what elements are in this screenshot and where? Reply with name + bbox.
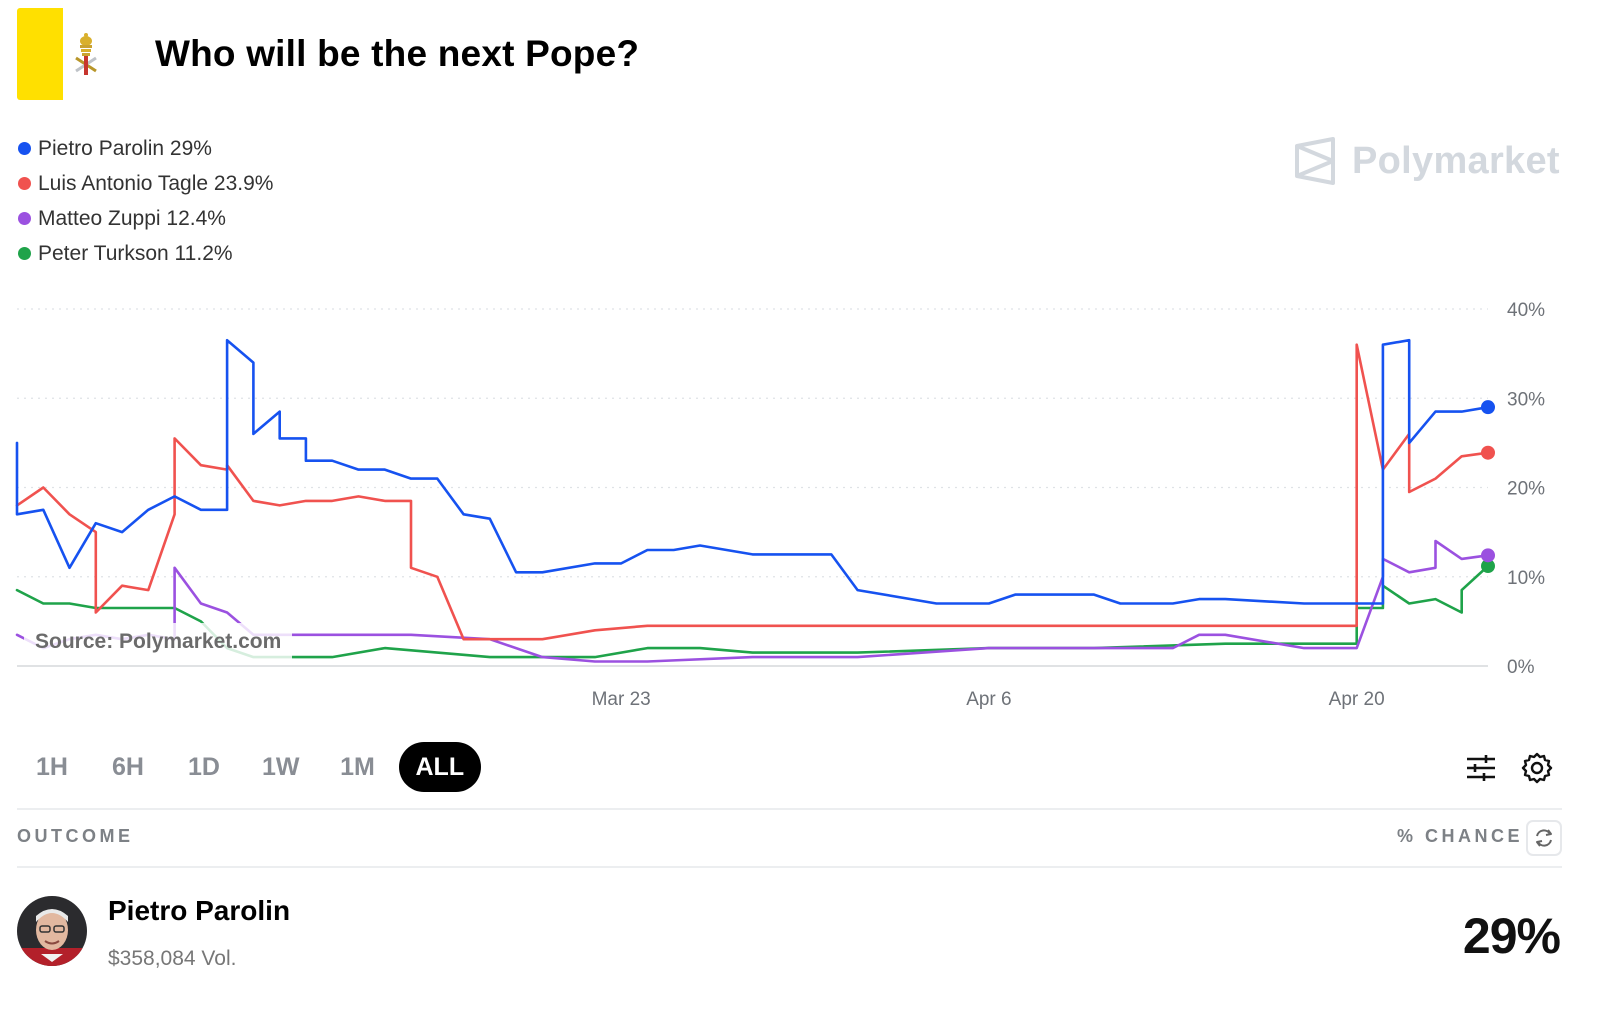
divider [17,808,1562,810]
legend-dot [18,177,31,190]
legend-label: Peter Turkson 11.2% [38,241,233,265]
range-1m-button[interactable]: 1M [340,752,375,781]
legend-item: Peter Turkson 11.2% [18,236,273,271]
legend-dot [18,212,31,225]
legend-label: Luis Antonio Tagle 23.9% [38,171,274,195]
y-tick-label: 40% [1507,300,1545,321]
y-tick-label: 30% [1507,389,1545,410]
legend-item: Pietro Parolin 29% [18,131,273,166]
series-endpoint-peter-turkson [1481,559,1495,574]
legend-label: Matteo Zuppi 12.4% [38,206,226,230]
price-history-chart[interactable]: 40% 30% 20% 10% 0% Mar 23 Apr 6 Apr 20 [0,0,1600,730]
y-tick-label: 20% [1507,479,1545,500]
legend-dot [18,247,31,260]
vatican-flag-icon [17,8,109,100]
series-endpoint-matteo-zuppi [1481,548,1495,563]
page-title: Who will be the next Pope? [155,33,640,74]
range-all-button[interactable]: ALL [398,742,482,792]
series-line-luis-antonio-tagle [15,343,1490,641]
x-tick-label: Mar 23 [592,689,651,710]
range-1h-button[interactable]: 1H [36,752,68,781]
legend-dot [18,142,31,155]
chart-tools [1463,750,1575,786]
outcome-chance: 29% [1462,908,1561,964]
series-line-pietro-parolin [15,338,1490,605]
range-1w-button[interactable]: 1W [262,752,300,781]
legend-item: Luis Antonio Tagle 23.9% [18,166,273,201]
range-6h-button[interactable]: 6H [112,752,144,781]
divider [17,866,1562,868]
brand-name: Polymarket [1352,139,1560,182]
legend-label: Pietro Parolin 29% [38,136,212,160]
polymarket-watermark: Polymarket [1292,136,1560,186]
refresh-icon[interactable] [1526,820,1562,856]
avatar [17,896,87,966]
y-tick-label: 0% [1507,657,1535,678]
outcome-row[interactable]: Pietro Parolin $358,084 Vol. 29% [17,893,1562,973]
sliders-icon[interactable] [1463,750,1499,786]
outcome-volume: $358,084 Vol. [108,947,237,970]
outcome-column-header: OUTCOME [17,826,134,846]
series-endpoint-pietro-parolin [1481,400,1495,415]
y-tick-label: 10% [1507,568,1545,589]
series-endpoint-luis-antonio-tagle [1481,445,1495,460]
source-label: Source: Polymarket.com [24,623,293,661]
chance-column-header: % CHANCE [1397,826,1524,846]
market-header: Who will be the next Pope? [17,8,639,100]
range-1d-button[interactable]: 1D [188,752,220,781]
legend-item: Matteo Zuppi 12.4% [18,201,273,236]
gear-icon[interactable] [1519,750,1555,786]
polymarket-logo-icon [1295,137,1335,185]
chart-legend: Pietro Parolin 29% Luis Antonio Tagle 23… [18,131,273,271]
time-range-selector: 1H 6H 1D 1W 1M ALL [17,742,487,792]
x-tick-label: Apr 6 [966,689,1011,710]
outcome-name: Pietro Parolin [108,895,291,926]
x-tick-label: Apr 20 [1329,689,1385,710]
